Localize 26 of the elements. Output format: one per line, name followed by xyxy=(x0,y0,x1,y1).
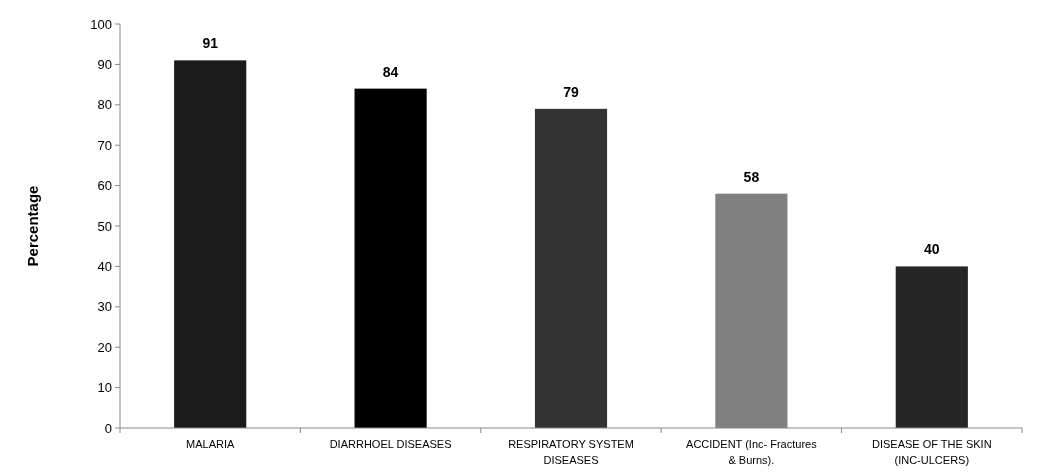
x-tick-label: MALARIA xyxy=(186,438,236,450)
y-axis-title: Percentage xyxy=(24,185,41,267)
data-label: 40 xyxy=(924,241,940,258)
data-label: 58 xyxy=(743,168,760,185)
y-tick-label: 50 xyxy=(97,218,112,234)
y-tick-label: 70 xyxy=(97,137,112,153)
x-tick-label: RESPIRATORY SYSTEM DISEASES xyxy=(508,438,634,466)
y-tick-label: 0 xyxy=(104,420,112,436)
y-tick-label: 90 xyxy=(97,56,112,72)
y-tick-label: 40 xyxy=(97,258,112,274)
y-tick-label: 20 xyxy=(97,339,112,355)
x-tick-label: ACCIDENT (Inc- Fractures & Burns). xyxy=(686,438,818,466)
y-tick-label: 60 xyxy=(97,178,112,194)
bar xyxy=(534,108,608,428)
bar xyxy=(895,266,968,428)
y-tick-label: 100 xyxy=(90,16,112,32)
y-tick-label: 30 xyxy=(97,299,112,315)
y-tick-label: 80 xyxy=(97,97,112,113)
x-tick-label: DISEASE OF THE SKIN (INC-ULCERS) xyxy=(872,438,992,466)
data-label: 84 xyxy=(382,63,399,80)
x-tick-label: DIARRHOEL DISEASES xyxy=(329,438,452,450)
bar xyxy=(354,88,427,428)
data-label: 91 xyxy=(202,35,219,52)
y-tick-label: 10 xyxy=(97,380,112,396)
bar xyxy=(174,60,247,428)
data-label: 79 xyxy=(563,83,579,100)
